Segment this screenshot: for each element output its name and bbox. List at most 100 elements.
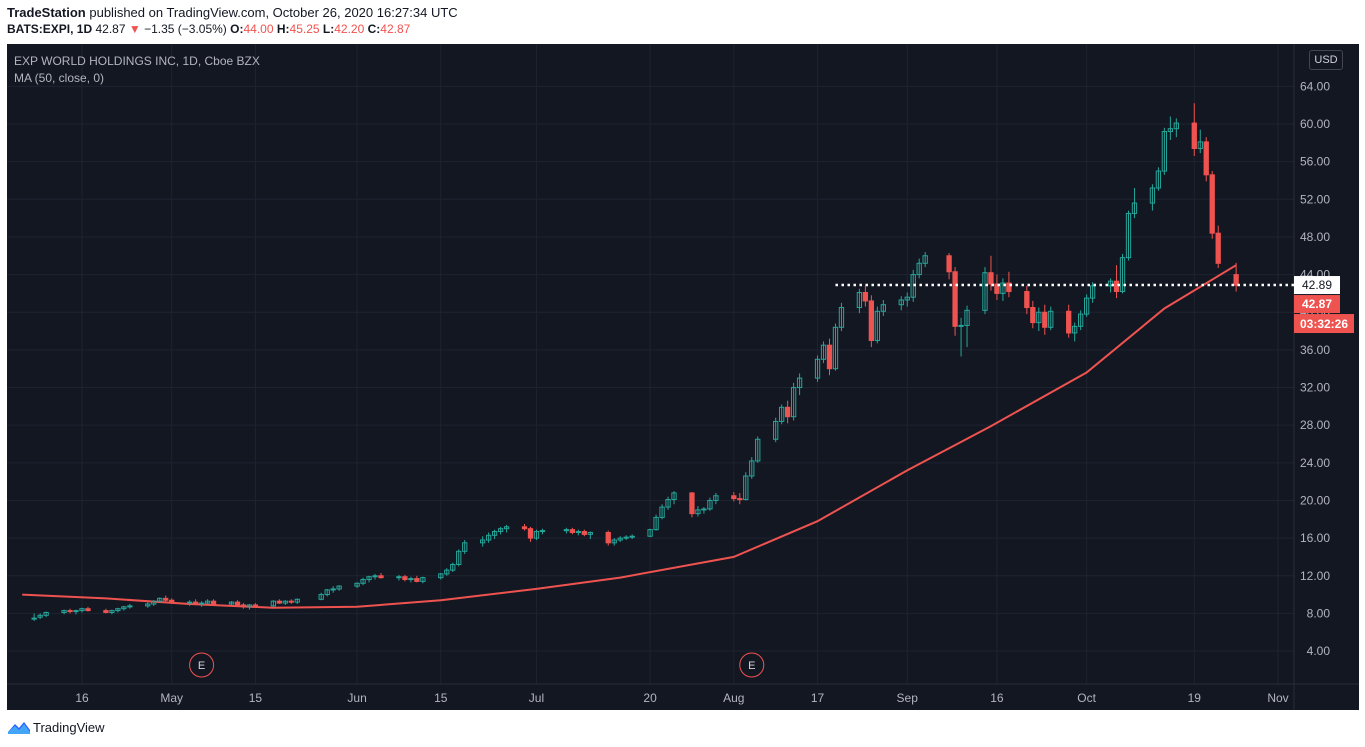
x-tick-label: 15 bbox=[434, 691, 448, 705]
down-arrow-icon: ▼ bbox=[128, 22, 141, 36]
candle-body bbox=[1203, 141, 1209, 176]
candle-body bbox=[856, 291, 863, 309]
candle-body bbox=[1030, 307, 1036, 324]
candle-body bbox=[916, 262, 922, 276]
candle-body bbox=[234, 601, 241, 606]
candle-body bbox=[61, 610, 67, 613]
candle-body bbox=[450, 563, 456, 571]
legend-indicator[interactable]: MA (50, close, 0) bbox=[14, 71, 105, 85]
candle-body bbox=[701, 508, 707, 511]
open-label: O: bbox=[230, 22, 244, 36]
candle-body bbox=[994, 283, 1000, 294]
y-tick-label: 4.00 bbox=[1307, 644, 1331, 658]
x-tick-label: May bbox=[160, 691, 183, 705]
candle-body bbox=[521, 526, 528, 530]
earnings-marker-icon bbox=[739, 652, 765, 678]
close-value: 42.87 bbox=[380, 22, 411, 36]
candle-body bbox=[414, 578, 420, 582]
candle-body bbox=[904, 296, 910, 301]
candle-body bbox=[731, 495, 737, 500]
x-tick-label: 17 bbox=[811, 691, 825, 705]
y-tick-label: 20.00 bbox=[1300, 493, 1330, 507]
candle-body bbox=[324, 589, 330, 596]
candle-body bbox=[964, 309, 970, 326]
candle-body bbox=[145, 603, 151, 607]
candle-body bbox=[784, 406, 791, 418]
candle-body bbox=[186, 601, 193, 604]
candle-body bbox=[462, 542, 468, 552]
candle-body bbox=[773, 420, 779, 440]
candle-body bbox=[707, 499, 713, 510]
candle-body bbox=[115, 608, 121, 612]
candle-body bbox=[1066, 310, 1072, 334]
y-tick-label: 36.00 bbox=[1300, 343, 1330, 357]
candle-body bbox=[121, 606, 127, 610]
level-price-label: 42.89 bbox=[1302, 278, 1332, 292]
candle-body bbox=[31, 617, 37, 620]
candle-body bbox=[629, 535, 635, 538]
candle-body bbox=[988, 272, 994, 285]
candle-body bbox=[1048, 310, 1054, 328]
countdown-tag bbox=[1294, 314, 1354, 334]
candle-body bbox=[282, 600, 288, 604]
last-price-tag bbox=[1294, 295, 1340, 314]
candle-body bbox=[402, 576, 408, 581]
candle-body bbox=[151, 600, 157, 605]
y-tick-label: 16.00 bbox=[1300, 531, 1330, 545]
candle-body bbox=[1131, 202, 1138, 214]
candle-body bbox=[408, 578, 414, 581]
price-change: −1.35 (−3.05%) bbox=[144, 22, 227, 36]
tradingview-brand[interactable]: TradingView bbox=[33, 720, 105, 735]
candle-body bbox=[671, 492, 677, 501]
candle-body bbox=[689, 492, 695, 515]
candle-body bbox=[1072, 325, 1078, 334]
y-tick-label: 24.00 bbox=[1300, 456, 1330, 470]
currency-badge[interactable]: USD bbox=[1309, 50, 1343, 70]
candle-body bbox=[73, 610, 79, 613]
candle-body bbox=[210, 600, 217, 605]
candle-body bbox=[378, 575, 384, 579]
candle-body bbox=[755, 438, 761, 462]
candle-body bbox=[958, 324, 964, 327]
high-label: H: bbox=[276, 22, 290, 36]
candle-body bbox=[898, 299, 904, 306]
close-label: C: bbox=[367, 22, 381, 36]
x-tick-label: 20 bbox=[643, 691, 657, 705]
publisher-name[interactable]: TradeStation bbox=[7, 5, 86, 20]
candle-body bbox=[336, 585, 342, 590]
candle-body bbox=[109, 610, 115, 613]
candle-body bbox=[737, 498, 743, 501]
level-price-tag bbox=[1294, 276, 1340, 295]
candle-body bbox=[396, 576, 402, 579]
candle-body bbox=[575, 531, 581, 534]
candle-body bbox=[814, 358, 821, 379]
legend-title: EXP WORLD HOLDINGS INC, 1D, Cboe BZX bbox=[14, 54, 260, 68]
candle-body bbox=[366, 576, 372, 581]
x-tick-label: Sep bbox=[897, 691, 919, 705]
candle-body bbox=[1006, 282, 1012, 293]
candle-body bbox=[796, 377, 803, 389]
candle-body bbox=[1167, 128, 1174, 133]
candle-body bbox=[1107, 280, 1114, 287]
candle-body bbox=[480, 539, 486, 544]
candle-body bbox=[163, 597, 169, 601]
candle-body bbox=[617, 537, 623, 541]
open-value: 44.00 bbox=[243, 22, 274, 36]
bar-countdown-label: 03:32:26 bbox=[1300, 317, 1348, 331]
candle-body bbox=[868, 300, 875, 341]
low-value: 42.20 bbox=[334, 22, 365, 36]
y-tick-label: 12.00 bbox=[1300, 569, 1330, 583]
candle-body bbox=[1161, 131, 1168, 172]
tradingview-logo-icon bbox=[8, 722, 30, 734]
candle-body bbox=[862, 291, 869, 302]
high-value: 45.25 bbox=[289, 22, 320, 36]
candle-body bbox=[743, 475, 749, 501]
candle-body bbox=[444, 569, 450, 575]
candle-body bbox=[246, 604, 253, 608]
y-tick-label: 28.00 bbox=[1300, 418, 1330, 432]
candle-body bbox=[1024, 291, 1030, 309]
chart-panel[interactable] bbox=[7, 44, 1359, 710]
x-tick-label: Oct bbox=[1077, 691, 1096, 705]
y-tick-label: 8.00 bbox=[1307, 606, 1331, 620]
